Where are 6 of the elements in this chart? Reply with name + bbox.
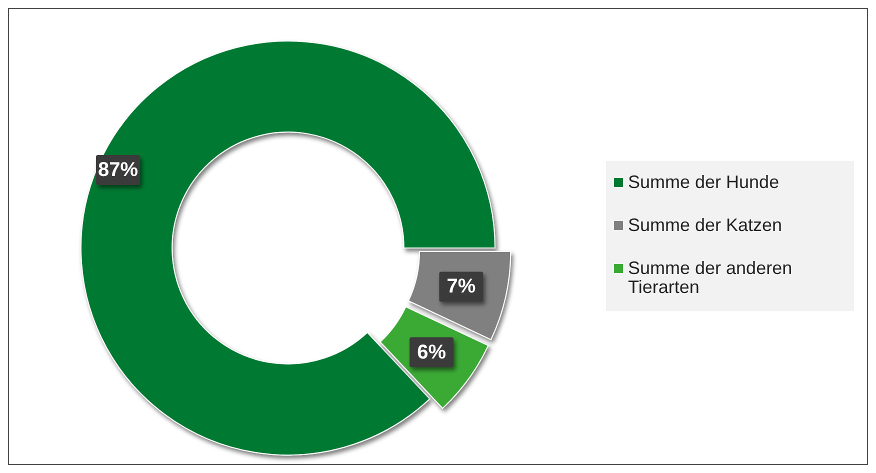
- legend-label: Summe der Hunde: [628, 172, 780, 192]
- data-label: 7%: [446, 276, 476, 298]
- data-label: 87%: [98, 159, 138, 181]
- legend-label: Summe der anderen Tierarten: [628, 258, 792, 297]
- legend-label: Summe der Katzen: [628, 215, 782, 235]
- data-label: 6%: [417, 341, 446, 364]
